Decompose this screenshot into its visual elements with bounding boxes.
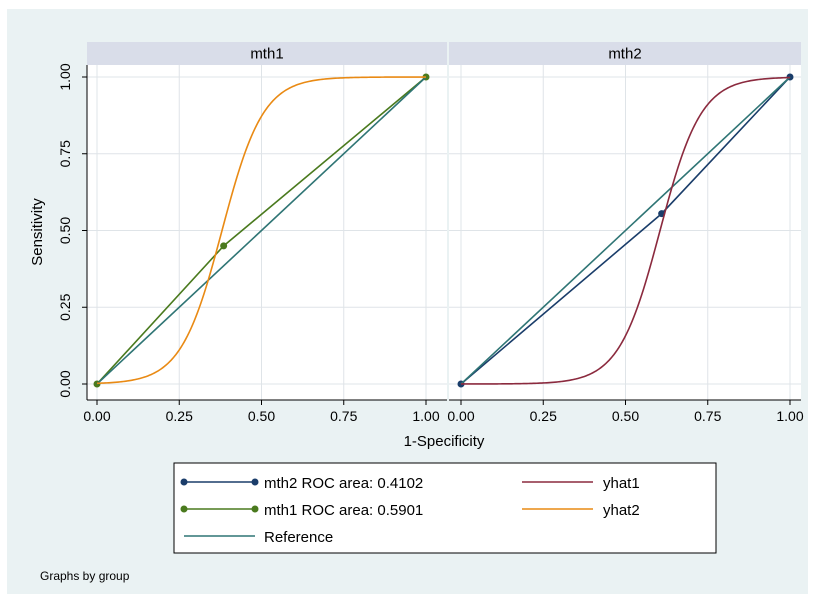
series-line-yhat2 (96, 76, 426, 385)
x-tick-label: 0.75 (694, 408, 721, 424)
legend-marker-mth2 (251, 478, 259, 486)
x-axis-title: 1-Specificity (404, 433, 485, 450)
y-tick-label: 1.00 (57, 63, 73, 90)
x-tick-label: 0.25 (166, 408, 193, 424)
y-tick-label: 0.00 (57, 370, 73, 397)
y-tick-label: 0.50 (57, 217, 73, 244)
panel-header-mth2 (449, 42, 801, 65)
x-tick-label: 0.75 (330, 408, 357, 424)
series-point-mth1 (220, 242, 228, 250)
x-tick-label: 1.00 (412, 408, 439, 424)
x-tick-label: 0.00 (83, 408, 110, 424)
legend-label-yhat2: yhat2 (603, 502, 640, 519)
legend-marker-mth1 (251, 505, 259, 513)
x-tick-label: 0.50 (248, 408, 275, 424)
x-tick-label: 0.50 (612, 408, 639, 424)
series-line-yhat1 (461, 76, 791, 385)
panel-header-mth1 (87, 42, 447, 65)
x-tick-label: 0.25 (530, 408, 557, 424)
legend-marker-mth2 (180, 478, 188, 486)
legend-label-reference: Reference (264, 529, 333, 546)
legend-label-mth2: mth2 ROC area: 0.4102 (264, 475, 423, 492)
legend-label-mth1: mth1 ROC area: 0.5901 (264, 502, 423, 519)
plot-area-mth1 (87, 65, 447, 400)
y-tick-label: 0.25 (57, 293, 73, 320)
graphs-by-note: Graphs by group (40, 569, 130, 583)
x-tick-label: 0.00 (447, 408, 474, 424)
legend-marker-mth1 (180, 505, 188, 513)
series-line-reference (96, 76, 427, 385)
series-line-reference (460, 76, 791, 385)
panel-title-mth1: mth1 (250, 46, 283, 63)
legend-box (173, 462, 717, 554)
y-tick-label: 0.75 (57, 140, 73, 167)
x-tick-label: 1.00 (776, 408, 803, 424)
panel-title-mth2: mth2 (608, 46, 641, 63)
y-axis-title: Sensitivity (29, 198, 46, 266)
legend-label-yhat1: yhat1 (603, 475, 640, 492)
